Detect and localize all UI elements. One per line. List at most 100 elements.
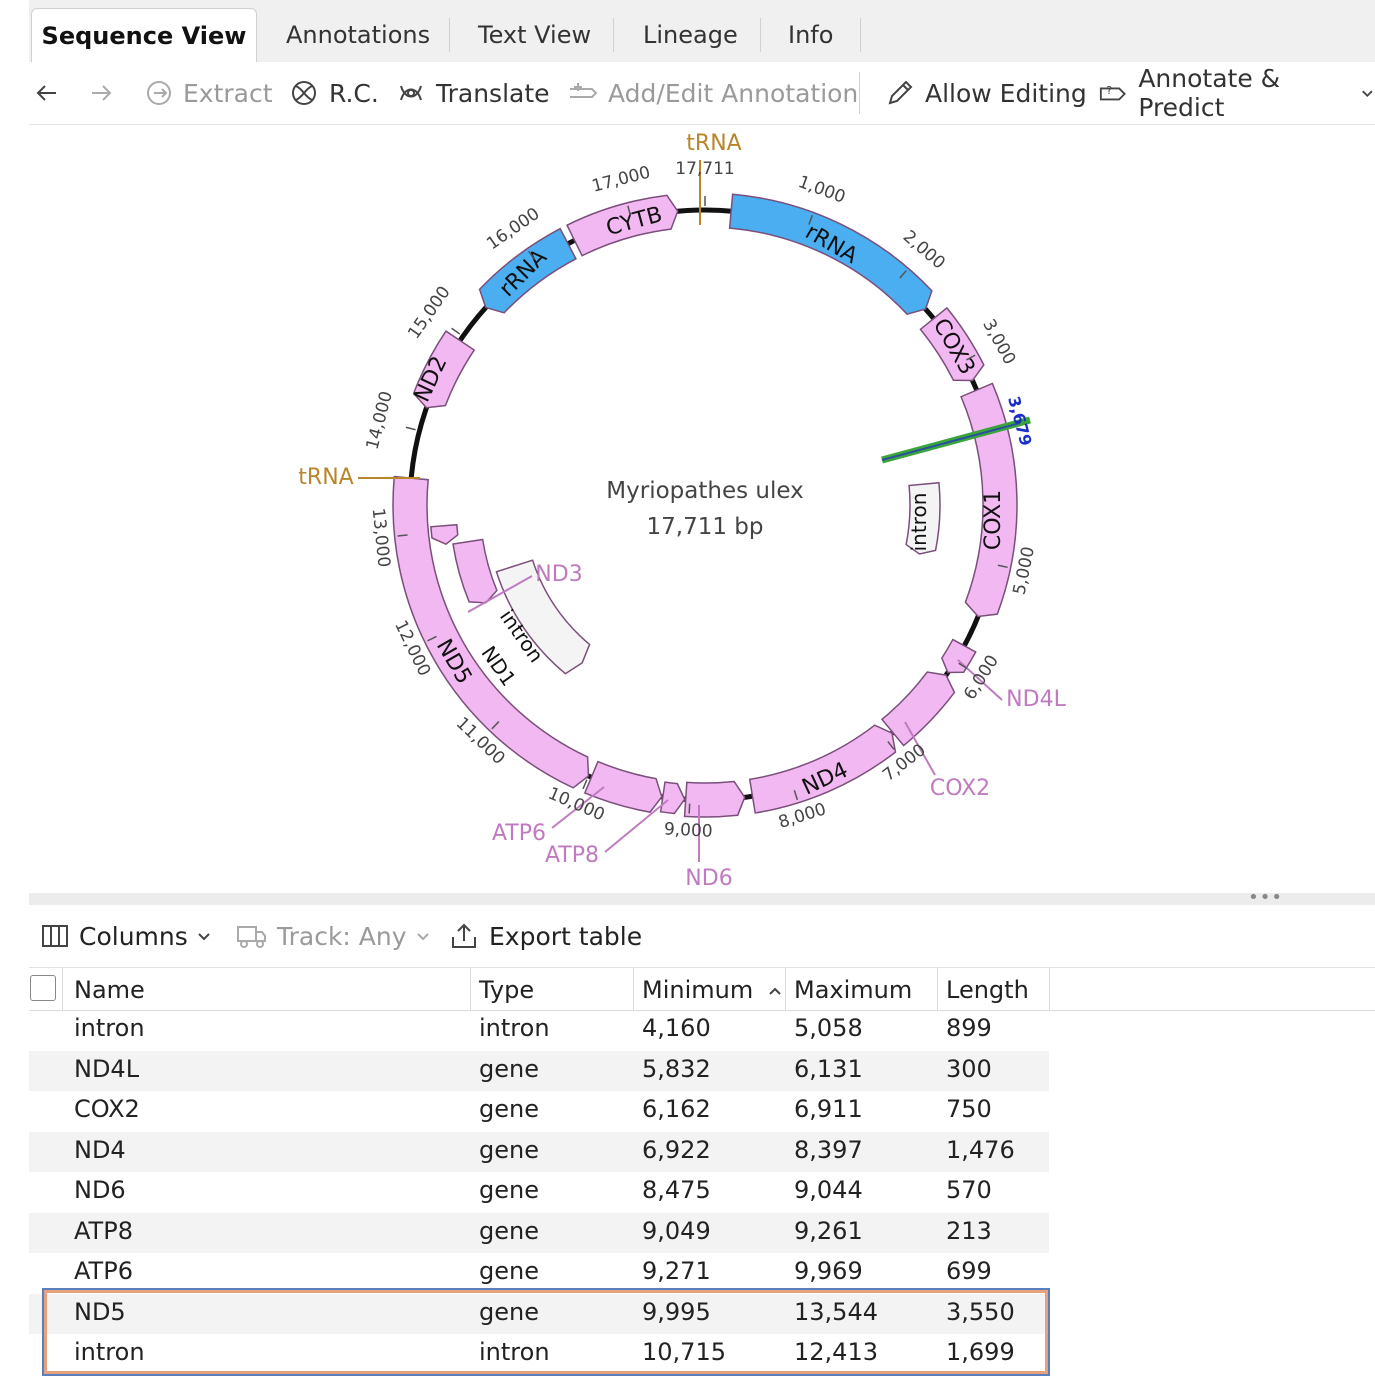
cell-max: 9,044: [794, 1176, 863, 1204]
feature-intron-2[interactable]: [495, 559, 591, 675]
feature-atp6[interactable]: [583, 760, 663, 813]
columns-icon: [42, 925, 68, 947]
cell-type: gene: [479, 1054, 539, 1083]
tick-mark: [427, 635, 437, 642]
table-row[interactable]: COX2 gene 6,162 6,911 750: [29, 1091, 1049, 1132]
add-edit-annotation-button[interactable]: Add/Edit Annotation: [568, 62, 858, 124]
annotate-predict-dropdown[interactable]: ? Annotate & Predict: [1099, 62, 1375, 124]
table-row[interactable]: ATP8 gene 9,049 9,261 213: [29, 1212, 1049, 1253]
cell-type: gene: [479, 1135, 539, 1164]
feature-cox3[interactable]: [919, 306, 985, 382]
tick-mark: [958, 662, 968, 670]
cell-name: ND4: [74, 1135, 126, 1164]
cell-len: 213: [946, 1216, 992, 1245]
cell-min: 4,160: [642, 1014, 711, 1042]
back-button[interactable]: [35, 62, 69, 124]
export-table-button[interactable]: Export table: [449, 905, 642, 967]
tab-info[interactable]: Info: [788, 21, 834, 49]
tick-label: 3,000: [978, 316, 1019, 368]
tick-mark: [997, 564, 1008, 569]
select-all-checkbox[interactable]: [30, 975, 56, 1001]
cell-min: 10,715: [642, 1338, 726, 1366]
cell-len: 1,699: [946, 1338, 1015, 1366]
label-nd3: ND3: [535, 562, 582, 587]
cell-name: ND5: [74, 1297, 126, 1326]
label-intron-1: intron: [907, 493, 931, 552]
feature-rrna-2[interactable]: [478, 227, 577, 314]
selection-cursor-core: [881, 422, 1021, 461]
feature-nd1[interactable]: [452, 538, 498, 604]
extract-label: Extract: [183, 78, 273, 108]
table-row[interactable]: ND4 gene 6,922 8,397 1,476: [29, 1131, 1049, 1172]
cell-type: gene: [479, 1297, 539, 1326]
tab-lineage[interactable]: Lineage: [643, 21, 738, 49]
leader-atp8: [604, 799, 669, 853]
tick-mark: [491, 721, 500, 730]
feature-nd3[interactable]: [430, 523, 459, 546]
cell-max: 6,131: [794, 1054, 863, 1083]
column-header-minimum[interactable]: Minimum: [634, 968, 786, 1010]
export-label: Export table: [489, 921, 643, 951]
cell-max: 9,969: [794, 1257, 863, 1285]
drag-handle-icon[interactable]: •••: [1248, 887, 1283, 908]
panel-splitter[interactable]: •••: [29, 887, 1375, 908]
cell-name: intron: [74, 1338, 145, 1366]
leader-atp6: [551, 786, 605, 829]
feature-rrna-1[interactable]: [728, 193, 933, 316]
tab-sequence-view[interactable]: Sequence View: [31, 8, 257, 63]
cell-max: 8,397: [794, 1135, 863, 1164]
translate-button[interactable]: Translate: [396, 62, 550, 124]
cell-name: ATP6: [74, 1257, 133, 1285]
table-row[interactable]: intron intron 4,160 5,058 899: [29, 1010, 1049, 1051]
plasmid-map[interactable]: rRNA COX3 COX1 intron ND4 ND5 ND1 intron ND2 rRNA…: [29, 125, 1375, 895]
tab-text-view[interactable]: Text View: [478, 21, 592, 49]
table-row[interactable]: ND4L gene 5,832 6,131 300: [29, 1050, 1049, 1091]
track-filter-dropdown[interactable]: Track: Any: [235, 905, 431, 967]
feature-intron-1[interactable]: [905, 481, 941, 555]
feature-nd4[interactable]: [748, 724, 897, 814]
cell-min: 8,475: [642, 1176, 711, 1204]
column-header-type[interactable]: Type: [471, 968, 634, 1010]
table-row[interactable]: ND5 gene 9,995 13,544 3,550: [29, 1293, 1049, 1334]
feature-nd4l[interactable]: [940, 638, 977, 674]
feature-nd5[interactable]: [392, 475, 590, 789]
tick-mark: [966, 354, 976, 361]
tab-annotations[interactable]: Annotations: [286, 21, 431, 49]
extract-button[interactable]: Extract: [145, 62, 273, 124]
allow-editing-button[interactable]: Allow Editing: [885, 62, 1087, 124]
sequence-length: 17,711 bp: [647, 514, 764, 540]
tick-mark: [582, 779, 588, 790]
cell-max: 13,544: [794, 1297, 878, 1326]
columns-dropdown[interactable]: Columns: [41, 905, 212, 967]
forward-button[interactable]: [89, 62, 123, 124]
feature-nd2[interactable]: [412, 330, 476, 409]
extract-icon: [147, 81, 171, 105]
cell-len: 1,476: [946, 1135, 1015, 1164]
cell-len: 899: [946, 1014, 992, 1042]
dna-rc-icon: [292, 81, 316, 105]
table-row[interactable]: ND6 gene 8,475 9,044 570: [29, 1172, 1049, 1213]
track-icon: [237, 926, 266, 948]
main-toolbar: Extract R.C. Translate Add/Edit Annotati…: [29, 62, 1375, 125]
cell-min: 6,922: [642, 1135, 711, 1164]
column-header-length[interactable]: Length: [938, 968, 1050, 1010]
tick-label: 13,000: [368, 507, 394, 568]
reverse-complement-button[interactable]: R.C.: [289, 62, 379, 124]
table-header: Name Type Minimum Maximum Length: [29, 968, 1375, 1011]
annotate-predict-icon: ?: [1099, 84, 1126, 101]
feature-atp8[interactable]: [659, 781, 686, 815]
cell-max: 12,413: [794, 1338, 878, 1366]
feature-nd6[interactable]: [683, 780, 746, 818]
tick-mark: [405, 426, 416, 431]
cell-len: 750: [946, 1095, 992, 1123]
feature-cox2[interactable]: [880, 671, 956, 747]
table-row[interactable]: intron intron 10,715 12,413 1,699: [29, 1334, 1049, 1375]
column-header-maximum[interactable]: Maximum: [786, 968, 938, 1010]
leader-cox2: [904, 721, 936, 776]
cell-type: intron: [479, 1338, 550, 1366]
feature-cytb[interactable]: [566, 194, 679, 257]
feature-cox1[interactable]: [960, 382, 1018, 618]
column-header-name[interactable]: Name: [66, 968, 471, 1010]
table-row[interactable]: ATP6 gene 9,271 9,969 699: [29, 1253, 1049, 1294]
